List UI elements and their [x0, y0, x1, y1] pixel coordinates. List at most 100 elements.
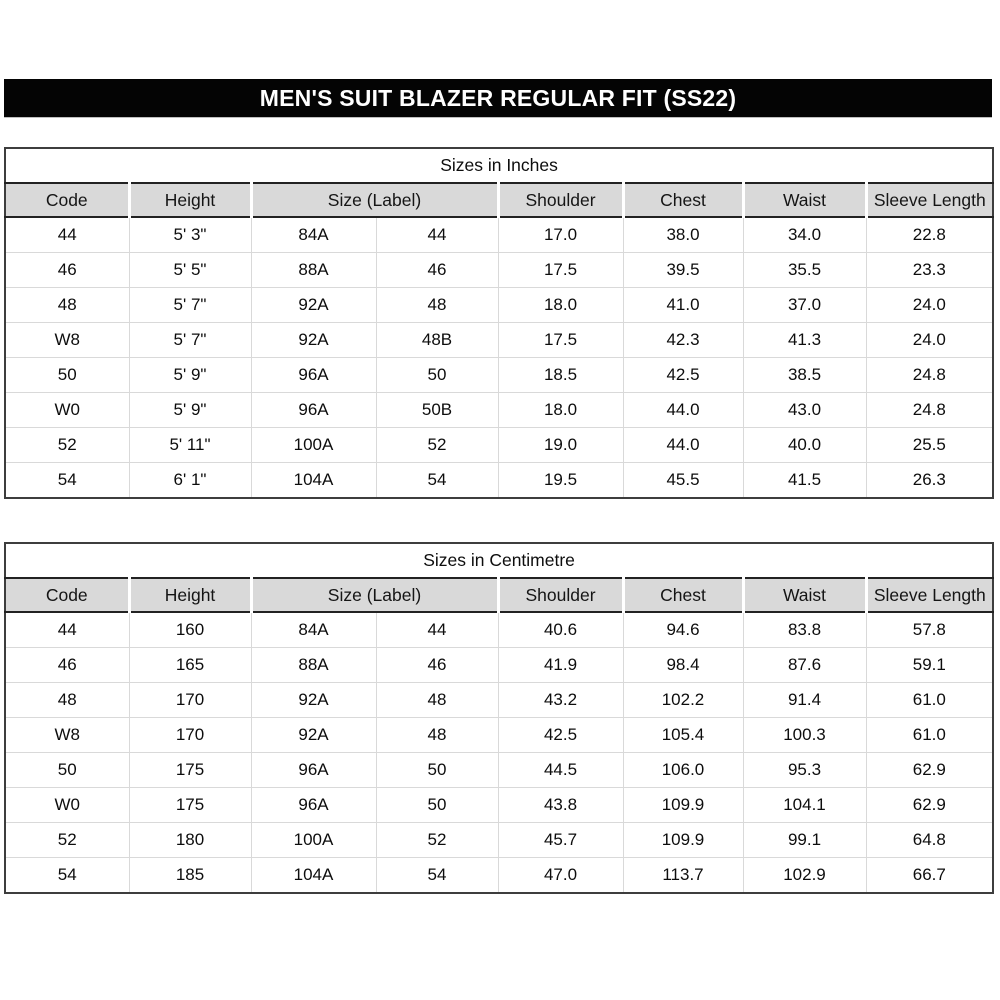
table-cell: 52 [375, 822, 498, 858]
table-cell: 61.0 [865, 682, 994, 718]
table-cell: 92A [250, 287, 376, 323]
table-row: 48 170 92A 48 43.2 102.2 91.4 61.0 [5, 682, 994, 718]
table-cell: 43.2 [497, 682, 623, 718]
table-cell: W8 [5, 322, 129, 358]
column-header-row: Code Height Size (Label) Shoulder Chest … [5, 578, 994, 613]
table-cell: 185 [128, 857, 251, 893]
table-row: 44 160 84A 44 40.6 94.6 83.8 57.8 [5, 612, 994, 648]
table-cell: 96A [250, 752, 376, 788]
table-cell: 19.5 [497, 462, 623, 498]
title-banner: MEN'S SUIT BLAZER REGULAR FIT (SS22) [4, 79, 992, 118]
table-title: Sizes in Inches [5, 148, 994, 184]
table-cell: 44 [57, 225, 77, 244]
column-header-waist: Waist [741, 578, 866, 613]
table-cell: 24.0 [865, 287, 994, 323]
table-cell: 50 [375, 787, 498, 823]
table-cell: 41.5 [742, 462, 866, 498]
table-cell: 5' 7" [128, 322, 251, 358]
table-cell: 38.0 [622, 217, 743, 253]
table-cell: 106.0 [622, 752, 743, 788]
table-cell: 170 [128, 717, 251, 753]
table-cell: 84A [250, 217, 376, 253]
table-cell: 44.0 [622, 427, 743, 463]
table-cell: 92A [250, 717, 376, 753]
table-cell: 109.9 [622, 822, 743, 858]
table-cell: 48B [375, 322, 498, 358]
table-cell: 113.7 [622, 857, 743, 893]
table-cell: 180 [128, 822, 251, 858]
column-header-shoulder: Shoulder [496, 578, 623, 613]
table-cell: 92A [250, 322, 376, 358]
table-cell: 44.5 [497, 752, 623, 788]
table-cell: 96A [250, 392, 376, 428]
table-cell: 104A [250, 857, 376, 893]
table-cell: 44 [57, 620, 77, 639]
table-cell: 96A [250, 787, 376, 823]
table-cell: 54 [5, 857, 129, 893]
column-header-shoulder: Shoulder [496, 183, 623, 218]
table-cell: 175 [128, 787, 251, 823]
column-header-size-label: Size (Label) [249, 578, 498, 613]
table-cell: 24.8 [865, 392, 994, 428]
table-cell: 105.4 [622, 717, 743, 753]
table-cell: 54 [375, 462, 498, 498]
table-cell: 26.3 [865, 462, 994, 498]
column-header-size-label: Size (Label) [249, 183, 498, 218]
table-row: W0 175 96A 50 43.8 109.9 104.1 62.9 [5, 787, 994, 823]
table-cell: 48 [375, 287, 498, 323]
table-cell: 48 [5, 682, 129, 718]
table-cell: 50 [375, 357, 498, 393]
table-cell: 41.3 [742, 322, 866, 358]
table-cell: 46 [375, 647, 498, 683]
table-cell: 44 [375, 217, 498, 253]
table-cell: 18.5 [497, 357, 623, 393]
table-cell: 104A [250, 462, 376, 498]
table-cell: 100A [250, 427, 376, 463]
table-cell: 66.7 [865, 857, 994, 893]
table-cell: 160 [128, 612, 251, 648]
table-cell: 6' 1" [128, 462, 251, 498]
table-cell: 42.3 [622, 322, 743, 358]
table-cell: 59.1 [865, 647, 994, 683]
table-cell: 46 [5, 252, 129, 288]
table-cell: 5' 7" [128, 287, 251, 323]
page-title: MEN'S SUIT BLAZER REGULAR FIT (SS22) [259, 84, 737, 111]
table-cell: 99.1 [742, 822, 866, 858]
table-cell: 43.8 [497, 787, 623, 823]
table-cell: 104.1 [742, 787, 866, 823]
table-cell: 44.0 [622, 392, 743, 428]
table-cell: 25.5 [865, 427, 994, 463]
table-cell: 100.3 [742, 717, 866, 753]
table-cell: 40.0 [742, 427, 866, 463]
table-row: 54 185 104A 54 47.0 113.7 102.9 66.7 [5, 857, 994, 893]
table-cell: 5' 3" [128, 217, 251, 253]
table-cell: 18.0 [497, 287, 623, 323]
table-cell: 38.5 [742, 357, 866, 393]
table-cell: 54 [375, 857, 498, 893]
table-cell: 52 [5, 822, 129, 858]
column-header-chest: Chest [621, 578, 743, 613]
column-header-code: Code [5, 183, 129, 218]
table-cell: W0 [5, 392, 129, 428]
table-cell: 98.4 [622, 647, 743, 683]
table-cell: 102.9 [742, 857, 866, 893]
table-title-row: Sizes in Centimetre [5, 543, 994, 579]
table-cell: 17.5 [497, 322, 623, 358]
table-cell: 100A [250, 822, 376, 858]
table-row: 54 6' 1" 104A 54 19.5 45.5 41.5 26.3 [5, 462, 994, 498]
table-cell: 50 [5, 357, 129, 393]
table-cell: 17.0 [497, 217, 623, 253]
column-header-height: Height [127, 183, 251, 218]
table-cell: 61.0 [865, 717, 994, 753]
table-cell: 45.7 [497, 822, 623, 858]
table-title-row: Sizes in Inches [5, 148, 994, 184]
column-header-height: Height [127, 578, 251, 613]
table-cell: 45.5 [622, 462, 743, 498]
table-cell: 54 [5, 462, 129, 498]
table-cell: 83.8 [742, 612, 866, 648]
table-cell: 24.8 [865, 357, 994, 393]
table-cell: 96A [250, 357, 376, 393]
table-cell: 48 [375, 717, 498, 753]
table-cell: 102.2 [622, 682, 743, 718]
